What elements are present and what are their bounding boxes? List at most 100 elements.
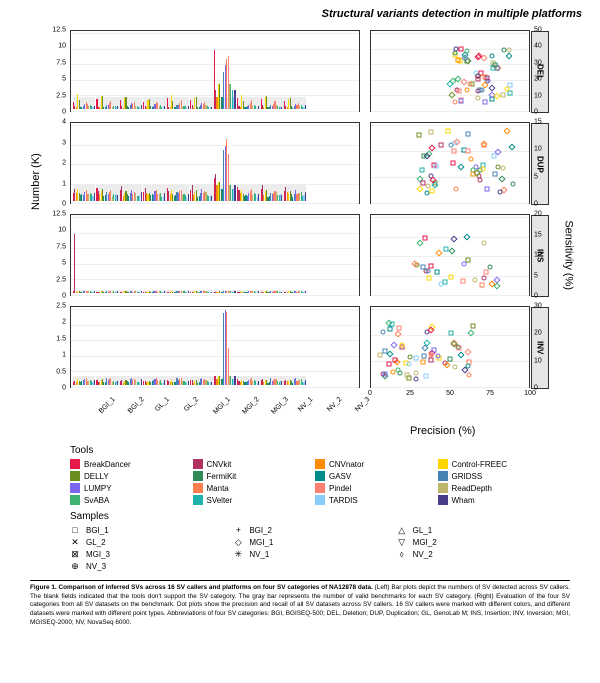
color-swatch [193, 483, 203, 493]
bar [258, 194, 259, 201]
scatter-point [456, 88, 461, 93]
bar-group [237, 378, 259, 385]
x-tick-label: MGI_3 [270, 396, 290, 416]
scatter-point [458, 47, 463, 52]
bar [188, 381, 189, 385]
scatter-point [432, 348, 437, 353]
scatter-point [462, 262, 467, 267]
bar-group [284, 98, 306, 109]
bar-group [96, 378, 118, 385]
scatter-point [477, 178, 482, 183]
bar-group [143, 291, 165, 293]
bar [141, 379, 142, 385]
legend-item: △GL_1 [397, 525, 550, 535]
legend-label: GL_1 [413, 526, 433, 535]
bar-group [214, 50, 236, 109]
scatter-point [465, 132, 470, 137]
scatter-point [481, 142, 486, 147]
scatter-point [435, 354, 440, 359]
legend-label: NV_1 [249, 550, 269, 559]
legend-item: ⊕NV_3 [70, 561, 223, 571]
legend-item: BreakDancer [70, 459, 183, 469]
legend-label: ReadDepth [452, 484, 492, 493]
bar-group [120, 291, 142, 293]
y-ticks-left: 02.557.51012.5 [30, 214, 68, 296]
y-ticks-left: 01234 [30, 122, 68, 204]
bar-group [284, 378, 306, 385]
scatter-point [457, 345, 462, 350]
marker-icon: ✕ [70, 537, 80, 547]
color-swatch [438, 483, 448, 493]
scatter-point [428, 129, 433, 134]
panel-row-ins: 02.557.51012.5INS05101520 [30, 214, 570, 304]
y-ticks-right: 0102030 [532, 306, 552, 388]
legend-item: ReadDepth [438, 483, 551, 493]
color-swatch [193, 471, 203, 481]
x-tick-label: GL_2 [183, 396, 200, 413]
marker-icon: ◇ [233, 537, 243, 547]
bar-group [143, 188, 165, 201]
bar-panel [70, 122, 360, 204]
scatter-point [392, 358, 397, 363]
legend-samples-title: Samples [70, 511, 550, 522]
scatter-point [425, 183, 430, 188]
scatter-point [386, 362, 391, 367]
scatter-point [430, 189, 435, 194]
legend-item: ✕GL_2 [70, 537, 223, 547]
y-ticks-left: 02.557.51012.5 [30, 30, 68, 112]
scatter-point [466, 258, 471, 263]
scatter-point [509, 144, 516, 151]
caption-bold: Figure 1. Comparison of inferred SVs acr… [30, 584, 373, 591]
legend-label: Pindel [329, 484, 351, 493]
x-tick-label: 50 [446, 390, 454, 397]
bar [234, 90, 235, 109]
scatter-point [434, 269, 439, 274]
scatter-point [476, 77, 481, 82]
legend-label: Control-FREEC [452, 460, 508, 469]
bar [164, 193, 165, 201]
bar [234, 376, 235, 385]
scatter-point [414, 355, 419, 360]
legend-item: Wham [438, 495, 551, 505]
bar [211, 292, 212, 293]
bar [188, 291, 189, 293]
scatter-point [407, 355, 412, 360]
color-swatch [438, 471, 448, 481]
bar [141, 291, 142, 293]
bar [164, 106, 165, 109]
scatter-point [382, 348, 387, 353]
bar-panel [70, 214, 360, 296]
bar-group [190, 291, 212, 293]
scatter-point [448, 357, 453, 362]
scatter-point [492, 171, 497, 176]
bar [258, 291, 259, 293]
legend-item: ✳NV_1 [233, 549, 386, 559]
scatter-point [504, 128, 511, 135]
legend-label: BreakDancer [84, 460, 131, 469]
page-title: Structural variants detection in multipl… [322, 8, 582, 20]
scatter-point [421, 181, 426, 186]
legend-samples-grid: □BGI_1+BGI_2△GL_1✕GL_2◇MGI_1▽MGI_2⊠MGI_3… [70, 525, 550, 571]
legend-item: FermiKit [193, 471, 306, 481]
scatter-point [485, 75, 490, 80]
scatter-panel: DUP [370, 122, 530, 204]
scatter-point [488, 265, 493, 270]
scatter-point [420, 265, 425, 270]
legend-item: ▽MGI_2 [397, 537, 550, 547]
scatter-point [481, 240, 486, 245]
legend-item: □BGI_1 [70, 525, 223, 535]
scatter-panel: INV [370, 306, 530, 388]
bar-group [96, 96, 118, 109]
bar-group [167, 188, 189, 201]
bar-group [167, 95, 189, 109]
scatter-point [464, 48, 469, 53]
y-ticks-right: 01020304050 [532, 30, 552, 112]
bar [234, 185, 235, 201]
scatter-point [427, 276, 432, 281]
scatter-point [388, 327, 393, 332]
scatter-point [455, 57, 460, 62]
scatter-point [445, 129, 450, 134]
bar-group [190, 378, 212, 385]
scatter-point [492, 63, 497, 68]
scatter-point [453, 100, 458, 105]
